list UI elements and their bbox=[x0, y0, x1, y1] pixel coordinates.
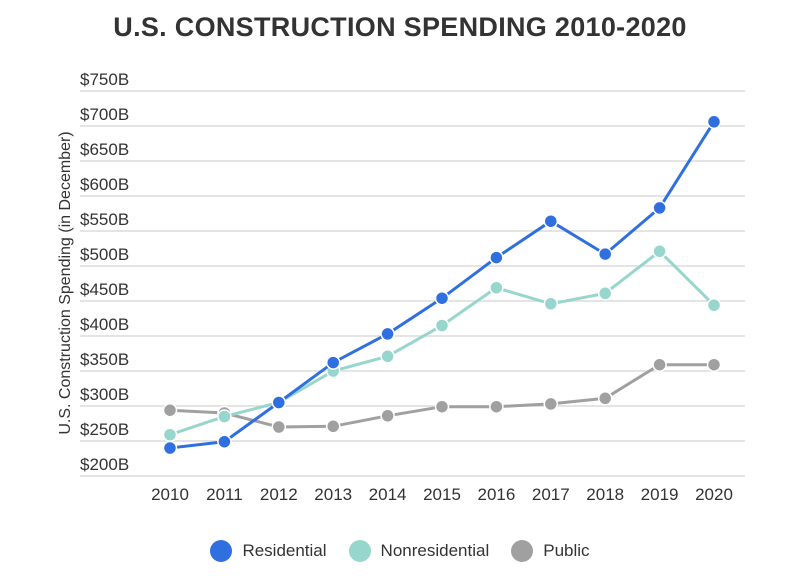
y-tick-label: $550B bbox=[80, 210, 129, 229]
x-tick-label: 2010 bbox=[151, 485, 189, 504]
data-point-public bbox=[489, 399, 504, 414]
data-point-public bbox=[652, 357, 667, 372]
data-point-residential bbox=[652, 200, 667, 216]
data-point-public bbox=[706, 357, 722, 372]
legend-label: Residential bbox=[242, 541, 327, 560]
y-tick-label: $400B bbox=[80, 315, 129, 334]
data-point-residential bbox=[380, 326, 395, 342]
x-tick-label: 2016 bbox=[477, 485, 515, 504]
data-point-nonresidential bbox=[162, 427, 178, 442]
x-tick-label: 2020 bbox=[695, 485, 733, 504]
legend-marker bbox=[210, 540, 233, 562]
data-point-public bbox=[271, 419, 287, 435]
legend-item-residential: Residential bbox=[210, 540, 327, 562]
data-point-residential bbox=[434, 290, 450, 306]
y-tick-label: $300B bbox=[80, 385, 129, 404]
data-point-public bbox=[162, 402, 178, 418]
legend-label: Public bbox=[543, 541, 590, 560]
data-point-public bbox=[325, 419, 341, 434]
data-point-nonresidential bbox=[706, 297, 722, 313]
data-point-public bbox=[434, 399, 450, 414]
legend: Residential Nonresidential Public bbox=[0, 540, 800, 562]
series-line-public bbox=[169, 363, 714, 429]
legend-marker bbox=[511, 540, 534, 562]
y-tick-label: $650B bbox=[80, 140, 129, 159]
legend-item-nonresidential: Nonresidential bbox=[348, 540, 490, 562]
x-tick-label: 2017 bbox=[532, 485, 570, 504]
data-point-residential bbox=[706, 114, 722, 130]
legend-label: Nonresidential bbox=[380, 541, 490, 560]
x-tick-label: 2015 bbox=[423, 485, 461, 504]
chart-title: U.S. CONSTRUCTION SPENDING 2010-2020 bbox=[113, 12, 687, 42]
data-point-nonresidential bbox=[217, 409, 232, 424]
data-point-public bbox=[543, 396, 559, 412]
series-line-residential bbox=[169, 120, 716, 450]
legend-marker bbox=[348, 540, 371, 562]
y-tick-label: $200B bbox=[80, 455, 129, 474]
x-tick-label: 2019 bbox=[641, 485, 679, 504]
data-point-nonresidential bbox=[597, 286, 613, 301]
data-point-nonresidential bbox=[489, 280, 504, 295]
y-tick-label: $350B bbox=[80, 350, 129, 369]
data-point-residential bbox=[162, 440, 178, 456]
x-tick-label: 2013 bbox=[314, 485, 352, 504]
data-point-residential bbox=[325, 355, 341, 370]
y-tick-label: $700B bbox=[80, 105, 129, 124]
x-tick-label: 2018 bbox=[586, 485, 624, 504]
data-point-nonresidential bbox=[380, 349, 395, 364]
x-tick-label: 2012 bbox=[260, 485, 298, 504]
x-tick-label: 2011 bbox=[206, 485, 243, 504]
y-axis-label: U.S. Construction Spending (in December) bbox=[57, 131, 74, 434]
y-tick-label: $500B bbox=[80, 245, 129, 264]
data-point-nonresidential bbox=[434, 318, 450, 333]
data-point-nonresidential bbox=[652, 244, 667, 259]
y-tick-label: $600B bbox=[80, 175, 129, 194]
y-tick-label: $450B bbox=[80, 280, 129, 299]
y-tick-label: $750B bbox=[80, 70, 129, 89]
data-point-residential bbox=[543, 213, 559, 229]
data-point-residential bbox=[597, 246, 613, 262]
data-point-residential bbox=[489, 250, 504, 265]
legend-item-public: Public bbox=[511, 540, 590, 562]
data-point-residential bbox=[271, 395, 287, 410]
data-point-public bbox=[380, 408, 395, 424]
x-tick-label: 2014 bbox=[369, 485, 407, 504]
y-tick-label: $250B bbox=[80, 420, 129, 439]
data-point-residential bbox=[217, 434, 232, 449]
data-point-public bbox=[597, 391, 613, 406]
data-point-nonresidential bbox=[543, 296, 559, 312]
